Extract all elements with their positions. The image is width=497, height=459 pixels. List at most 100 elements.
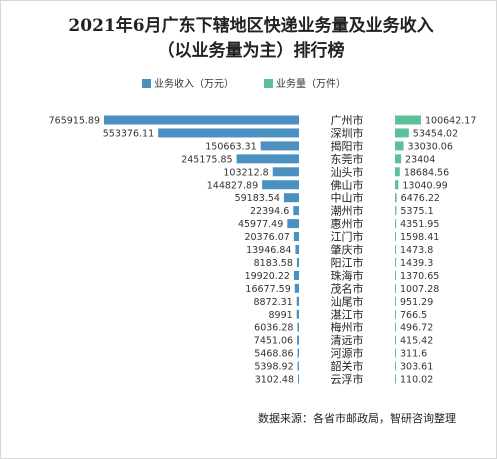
category-label: 汕头市 [331,165,364,179]
category-label: 韶关市 [331,359,364,373]
volume-bar [395,245,396,254]
category-label: 佛山市 [331,178,364,192]
revenue-bar [296,257,299,267]
bars-group: 765915.89 100642.17 广州市 553376.11 53454.02 深圳… [49,113,477,386]
volume-bar [395,115,421,125]
volume-value-label: 1473.8 [400,245,433,256]
category-label: 肇庆市 [331,243,364,257]
legend-swatch-revenue [142,79,151,88]
volume-bar [395,128,409,138]
revenue-value-label: 144827.89 [207,180,258,191]
revenue-bar [297,322,299,332]
legend-label-revenue: 业务收入（万元） [154,77,234,90]
revenue-bar [104,115,299,125]
volume-value-label: 951.29 [400,297,433,308]
legend-swatch-volume [264,79,273,88]
revenue-value-label: 16677.59 [245,284,290,295]
chart-title-line2: （以业务量为主）排行榜 [158,40,345,61]
volume-value-label: 100642.17 [425,116,476,127]
revenue-bar [272,167,299,177]
volume-bar [395,167,400,177]
volume-bar [395,296,396,306]
revenue-bar [260,141,299,151]
revenue-bar [298,374,299,384]
volume-bar [395,180,399,190]
revenue-bar [296,309,299,319]
revenue-value-label: 765915.89 [49,116,100,127]
category-label: 汕尾市 [331,294,364,308]
revenue-bar [294,283,299,293]
volume-bar [395,193,397,203]
revenue-bar [293,232,299,242]
volume-bar [395,219,397,229]
volume-bar [395,348,396,358]
revenue-value-label: 5468.86 [254,349,293,360]
volume-bar [395,270,396,280]
category-label: 清远市 [331,333,364,347]
category-label: 河源市 [331,346,364,360]
category-label: 惠州市 [331,217,364,231]
volume-value-label: 110.02 [400,375,433,386]
volume-value-label: 1598.41 [400,232,439,243]
revenue-bar [158,128,299,138]
revenue-value-label: 150663.31 [205,141,256,152]
revenue-value-label: 7451.06 [254,336,293,347]
revenue-bar [295,245,299,254]
revenue-value-label: 45977.49 [238,219,283,230]
revenue-value-label: 8872.31 [253,297,292,308]
volume-value-label: 1439.3 [400,258,433,269]
volume-bar [395,141,404,151]
data-source-note: 数据来源：各省市邮政局，智研咨询整理 [258,411,456,425]
revenue-value-label: 553376.11 [103,128,154,139]
revenue-bar [297,348,299,358]
chart-title-line1: 2021年6月广东下辖地区快递业务量及业务收入 [68,15,433,36]
revenue-value-label: 245175.85 [181,154,232,165]
revenue-value-label: 13946.84 [246,245,291,256]
revenue-value-label: 59183.54 [235,193,280,204]
category-label: 阳江市 [331,255,364,269]
revenue-value-label: 5398.92 [254,362,293,373]
volume-value-label: 13040.99 [402,180,447,191]
volume-value-label: 1007.28 [400,284,439,295]
volume-bar [395,322,396,332]
revenue-value-label: 22394.6 [250,206,289,217]
revenue-bar [287,219,299,229]
revenue-value-label: 103212.8 [223,167,268,178]
category-label: 东莞市 [331,152,364,166]
volume-bar [395,232,396,242]
revenue-value-label: 6036.28 [254,323,293,334]
category-label: 梅州市 [331,320,364,334]
volume-bar [395,154,402,164]
volume-value-label: 766.5 [400,310,427,321]
volume-bar [395,206,397,216]
volume-bar [395,257,396,267]
volume-bar [395,361,396,371]
volume-bar [395,374,396,384]
category-label: 云浮市 [331,372,364,386]
category-label: 江门市 [331,230,364,244]
volume-value-label: 18684.56 [404,167,449,178]
revenue-bar [293,206,299,216]
revenue-bar [283,193,299,203]
category-label: 广州市 [331,113,364,127]
revenue-value-label: 8183.58 [254,258,293,269]
volume-value-label: 5375.1 [400,206,433,217]
revenue-bar [296,296,299,306]
category-label: 潮州市 [331,204,364,218]
revenue-value-label: 8991 [269,310,293,321]
category-label: 揭阳市 [331,139,364,153]
volume-value-label: 53454.02 [413,128,458,139]
revenue-value-label: 19920.22 [245,271,290,282]
volume-value-label: 311.6 [400,349,427,360]
volume-value-label: 1370.65 [400,271,439,282]
revenue-value-label: 3102.48 [255,375,294,386]
category-label: 湛江市 [331,307,364,321]
revenue-bar [262,180,299,190]
volume-bar [395,309,396,319]
volume-bar [395,283,396,293]
category-label: 珠海市 [331,268,364,282]
category-label: 茂名市 [331,281,364,295]
revenue-bar [297,335,299,345]
